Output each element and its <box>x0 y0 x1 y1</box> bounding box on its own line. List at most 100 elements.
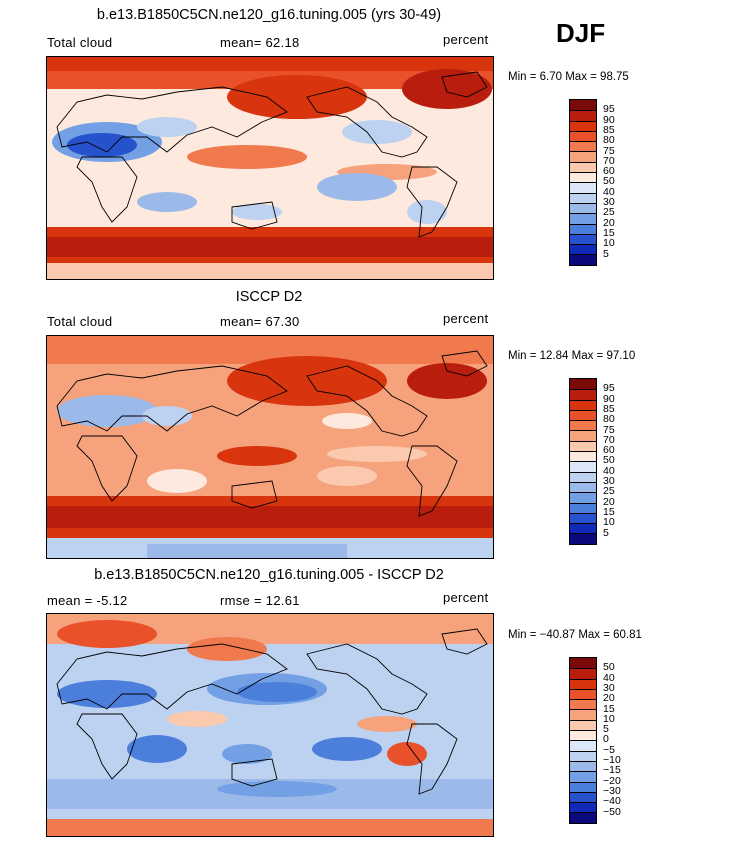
colorbar-label: 75 <box>603 423 615 436</box>
colorbar-swatch <box>570 430 596 441</box>
colorbar-swatch <box>570 399 596 410</box>
colorbar-swatch <box>570 379 596 390</box>
panel-1-title: b.e13.B1850C5CN.ne120_g16.tuning.005 (yr… <box>96 7 442 23</box>
colorbar-swatch <box>570 760 596 772</box>
colorbar-swatch <box>570 223 596 234</box>
colorbar-swatch <box>570 192 596 203</box>
colorbar-swatch <box>570 740 596 751</box>
colorbar-swatch <box>570 451 596 462</box>
panel-1-units-label: percent <box>443 32 489 47</box>
colorbar-label: 10 <box>603 516 615 529</box>
colorbar-label: 30 <box>603 681 615 694</box>
colorbar-label: 25 <box>603 206 615 219</box>
colorbar-label: 85 <box>603 402 615 415</box>
colorbar-label: 25 <box>603 485 615 498</box>
colorbar-swatch <box>570 512 596 524</box>
colorbar-swatch <box>570 802 596 813</box>
colorbar-swatch <box>570 254 596 265</box>
colorbar-swatch <box>570 699 596 710</box>
colorbar-label: −50 <box>603 805 621 818</box>
colorbar-swatch <box>570 523 596 534</box>
colorbar-label: 85 <box>603 123 615 136</box>
panel-3-mean-label: mean = -5.12 <box>47 593 128 608</box>
colorbar-swatch <box>570 233 596 245</box>
colorbar-swatch <box>570 440 596 452</box>
colorbar-label: −5 <box>603 743 615 756</box>
panel-3-minmax: Min = −40.87 Max = 60.81 <box>508 629 642 641</box>
colorbar-label: 95 <box>603 103 615 116</box>
colorbar-label: 90 <box>603 113 615 126</box>
panel-1-map <box>46 56 494 280</box>
panel-2-units-label: percent <box>443 311 489 326</box>
colorbar-swatch <box>570 719 596 731</box>
colorbar-swatch <box>570 461 596 472</box>
colorbar-swatch <box>570 182 596 193</box>
panel-1-minmax: Min = 6.70 Max = 98.75 <box>508 71 629 83</box>
colorbar-label: 40 <box>603 185 615 198</box>
colorbar-label: 70 <box>603 433 615 446</box>
colorbar-swatch <box>570 244 596 255</box>
colorbar-swatch <box>570 688 596 700</box>
colorbar-swatch <box>570 471 596 482</box>
colorbar-label: 20 <box>603 495 615 508</box>
colorbar-swatch <box>570 141 596 152</box>
colorbar-label: −10 <box>603 754 621 766</box>
colorbar-swatch <box>570 812 596 823</box>
colorbar-swatch <box>570 120 596 131</box>
panel-1-mean-label: mean= 62.18 <box>220 35 300 50</box>
colorbar-swatch <box>570 100 596 111</box>
colorbar-swatch <box>570 213 596 224</box>
colorbar-swatch <box>570 202 596 214</box>
colorbar-label: 95 <box>603 382 615 395</box>
colorbar-label: 30 <box>603 475 615 487</box>
colorbar-label: 15 <box>603 505 615 518</box>
panel-3-title: b.e13.B1850C5CN.ne120_g16.tuning.005 - I… <box>94 567 444 583</box>
colorbar-label: −30 <box>603 784 621 797</box>
colorbar-label: 50 <box>603 454 615 467</box>
colorbar-label: −15 <box>603 764 621 777</box>
colorbar-swatch <box>570 492 596 503</box>
colorbar-swatch <box>570 172 596 183</box>
colorbar-label: 15 <box>603 226 615 239</box>
colorbar-label: 30 <box>603 196 615 208</box>
colorbar-label: 0 <box>603 733 609 746</box>
colorbar-swatch <box>570 781 596 792</box>
colorbar-label: 20 <box>603 692 615 705</box>
colorbar-swatch <box>570 791 596 803</box>
colorbar-label: 20 <box>603 216 615 229</box>
colorbar-label: 50 <box>603 661 615 674</box>
colorbar-swatch <box>570 420 596 431</box>
colorbar-label: −20 <box>603 774 621 787</box>
colorbar-label: 40 <box>603 671 615 684</box>
colorbar-swatch <box>570 502 596 513</box>
panel-2-title: ISCCP D2 <box>235 289 303 305</box>
colorbar-label: 40 <box>603 464 615 477</box>
colorbar-label: 10 <box>603 237 615 250</box>
panel-2-minmax: Min = 12.84 Max = 97.10 <box>508 350 636 362</box>
season-label: DJF <box>556 18 606 48</box>
colorbar-label: 60 <box>603 165 615 178</box>
colorbar-swatch <box>570 730 596 741</box>
colorbar-label: 15 <box>603 702 615 715</box>
colorbar-label: −40 <box>603 795 621 808</box>
panel-2-colorbar <box>569 378 597 545</box>
panel-2-map <box>46 335 494 559</box>
colorbar-label: 5 <box>603 247 609 260</box>
colorbar-swatch <box>570 658 596 669</box>
panel-3-units-label: percent <box>443 590 489 605</box>
colorbar-swatch <box>570 668 596 679</box>
colorbar-swatch <box>570 709 596 720</box>
panel-2-mean-label: mean= 67.30 <box>220 314 300 329</box>
panel-1-colorbar <box>569 99 597 266</box>
colorbar-swatch <box>570 161 596 173</box>
colorbar-label: 75 <box>603 144 615 157</box>
colorbar-swatch <box>570 771 596 782</box>
colorbar-label: 90 <box>603 392 615 405</box>
colorbar-label: 80 <box>603 413 615 426</box>
panel-3-map <box>46 613 494 837</box>
colorbar-swatch <box>570 481 596 493</box>
colorbar-swatch <box>570 409 596 421</box>
colorbar-label: 10 <box>603 712 615 725</box>
panel-2-variable-label: Total cloud <box>47 314 113 329</box>
colorbar-label: 70 <box>603 154 615 167</box>
